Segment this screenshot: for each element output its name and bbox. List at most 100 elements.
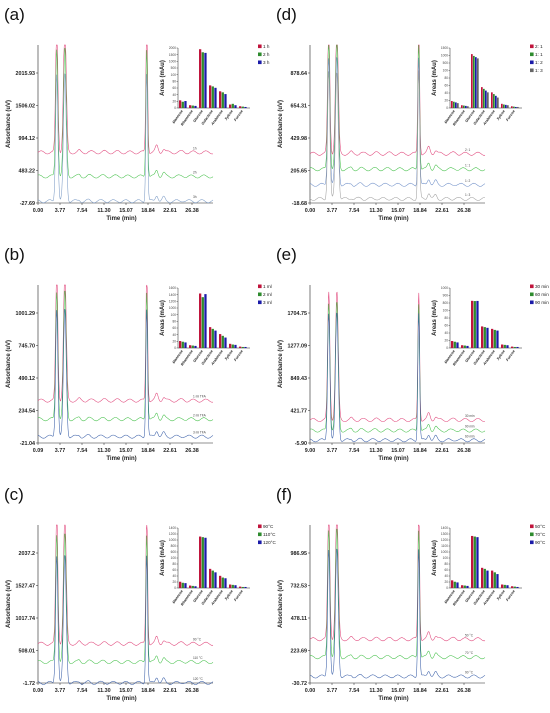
trace-label: 90 °C [465,670,474,674]
inset-y-axis-label: Areas (mAu) [160,540,166,576]
inset-y-tick-label: 1000 [169,306,176,310]
x-tick-label: 11.30 [97,688,110,694]
bar-rhamnose-110-c [191,585,194,588]
chart-svg: (b) 1001.29 745.70 490.12 234.54 -21.040.09 3.… [4,245,272,462]
bar-arabinose-3-ml [224,337,227,348]
inset-y-tick-label: 2000 [169,46,176,50]
inset-y-tick-label: 80 [172,562,176,566]
bar-fucose-50-c [511,586,514,588]
legend-swatch-1-h [258,44,262,49]
y-tick-label: 654.31 [291,104,308,110]
x-tick-label: 22.61 [435,208,449,214]
inset-y-tick-label: 80 [444,562,448,566]
bar-rhamnose-2-h [191,105,194,108]
x-tick-label: 18.84 [141,688,155,694]
x-tick-label: 18.84 [141,448,155,454]
inset-y-tick-label: 1400 [169,526,176,530]
panel-label: (e) [276,245,297,264]
chromatogram-panel-a: (a) 2015.93 1506.02 994.12 483.22 -27.69 0.00 3… [0,0,270,230]
legend-swatch-30-min [530,284,534,289]
inset-y-tick-label: 0 [446,106,448,110]
trace-2-h [37,48,214,179]
trace-label: 1: 1 [465,163,471,167]
trace-3-ml [37,308,214,439]
y-tick-label: 732.53 [291,584,308,590]
panel-label: (a) [4,5,25,24]
y-tick-label: 1704.75 [288,311,308,317]
inset-y-tick-label: 1600 [169,286,176,290]
bar-glucose-2-ml [201,297,204,348]
trace-2-ml [37,290,214,422]
inset-y-tick-label: 100 [443,309,449,313]
inset-y-tick-label: 40 [172,574,176,578]
y-tick-label: -18.68 [292,201,307,207]
bar-glucose-1-3 [477,58,479,108]
inset-y-tick-label: 20 [444,99,448,103]
bar-mannose-90-c [456,582,459,588]
x-tick-label: 26.38 [185,208,199,214]
bar-rhamnose-1-1 [463,105,465,108]
bar-xylose-60-min [503,344,506,348]
inset-y-tick-label: 80 [444,316,448,320]
bar-galactose-70-c [483,568,486,588]
y-tick-label: 986.95 [291,551,308,557]
y-tick-label: 849.43 [291,376,308,382]
bar-xylose-1-2 [505,104,507,108]
bar-fucose-3-h [244,106,247,108]
y-tick-label: 1277.09 [288,344,308,350]
trace-2-1 [309,44,486,156]
bar-rhamnose-90-c [466,585,469,588]
x-tick-label: 3.77 [327,208,338,214]
x-axis-label: Time (min) [106,216,136,222]
chromatogram-panel-f: (f) 986.95 732.53 478.11 223.69 -30.72 0.00 3.7… [272,480,546,710]
panel-label: (b) [4,245,25,264]
x-tick-label: 7.54 [349,688,360,694]
y-tick-label: -30.72 [292,681,307,687]
bar-xylose-30-min [501,344,504,348]
trace-label: 1h [193,146,197,150]
x-tick-label: 7.54 [77,208,88,214]
bar-arabinose-90-c [219,575,222,588]
inset-y-axis-label: Areas (mAu) [160,300,166,336]
trace-1-3 [309,70,485,201]
bar-glucose-50-c [471,535,474,588]
bar-mannose-2-h [181,101,184,108]
inset-y-tick-label: 1500 [441,46,448,50]
legend-swatch-90-min [530,300,534,305]
legend-label: 3 h [263,60,270,65]
inset-y-tick-label: 1400 [169,293,176,297]
bar-xylose-1-3 [507,105,509,108]
bar-rhamnose-3-h [194,105,197,108]
bar-glucose-1-2 [475,57,477,108]
x-tick-label: 11.30 [369,688,382,694]
x-tick-label: 3.77 [55,688,66,694]
bar-glucose-90-c [476,537,479,588]
legend-label: 1: 2 [535,60,543,65]
bar-xylose-70-c [503,584,506,588]
bar-mannose-1-1 [453,101,455,108]
inset-y-tick-label: 100 [443,69,449,73]
bar-galactose-30-min [481,326,484,348]
legend-label: 1 ml [263,284,272,289]
y-tick-label: 994.12 [19,136,36,142]
chromatogram-panel-c: (c) 2037.2 1527.47 1017.74 508.01 -1.72 0.00 3.… [0,480,277,710]
bar-arabinose-120-c [224,578,227,588]
bar-xylose-3-ml [234,344,237,348]
y-axis-label: Absorbance (uV) [278,100,284,148]
trace-label: 120 °C [193,677,203,681]
panel-label: (c) [4,485,24,504]
legend-label: 30 min [535,284,549,289]
legend-label: 60 min [535,292,549,297]
inset-y-tick-label: 60 [172,86,176,90]
bar-fucose-30-min [511,346,514,348]
x-tick-label: 0.00 [33,688,44,694]
bar-xylose-1-ml [229,343,232,348]
bar-fucose-120-c [244,586,247,588]
bar-rhamnose-1-h [189,105,192,108]
bar-galactose-2-ml [211,328,214,348]
bar-xylose-3-h [234,105,237,108]
x-tick-label: 0.00 [305,688,316,694]
inset-y-tick-label: 800 [171,544,177,548]
bar-arabinose-2-h [221,92,224,108]
inset-y-tick-label: 20 [172,100,176,104]
